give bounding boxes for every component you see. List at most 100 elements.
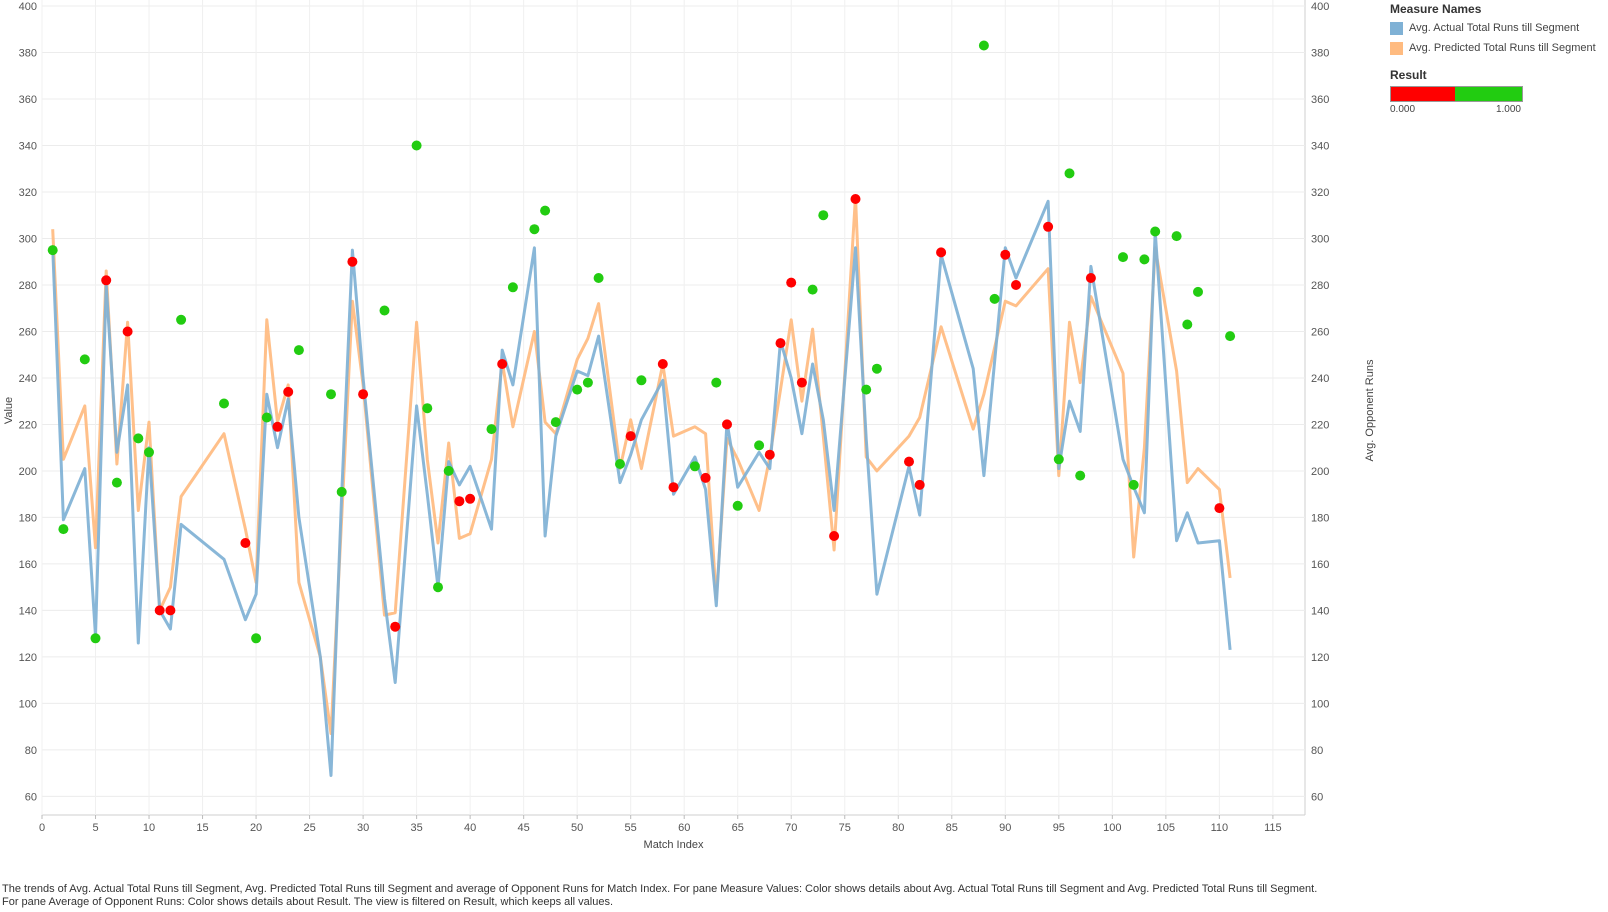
opponent-runs-point <box>1128 479 1139 490</box>
x-tick-label: 100 <box>1103 822 1121 834</box>
legend-label-predicted: Avg. Predicted Total Runs till Segment <box>1409 42 1596 54</box>
opponent-runs-point <box>1000 249 1011 260</box>
legend-item-actual[interactable]: Avg. Actual Total Runs till Segment <box>1390 18 1605 38</box>
opponent-runs-point <box>336 486 347 497</box>
y2-tick-label: 360 <box>1311 94 1329 106</box>
opponent-runs-point <box>240 538 251 548</box>
opponent-runs-point <box>668 482 679 493</box>
series-line-actual <box>51 199 1232 777</box>
opponent-runs-point <box>936 247 947 258</box>
y2-tick-label: 200 <box>1311 466 1329 478</box>
y-tick-label: 80 <box>25 745 37 757</box>
opponent-runs-point <box>507 282 518 293</box>
opponent-runs-point <box>1064 168 1075 179</box>
y2-tick-label: 160 <box>1311 559 1329 571</box>
x-tick-label: 5 <box>92 822 98 834</box>
x-tick-label: 45 <box>518 822 530 834</box>
opponent-runs-point <box>871 363 882 374</box>
y2-tick-label: 220 <box>1311 419 1329 431</box>
opponent-runs-point <box>1085 273 1096 283</box>
legend-swatch-predicted <box>1390 41 1403 55</box>
x-tick-label: 90 <box>999 822 1011 834</box>
opponent-runs-point <box>1193 286 1203 297</box>
opponent-runs-point <box>1214 503 1225 514</box>
opponent-runs-point <box>1171 231 1182 242</box>
opponent-runs-point <box>154 605 165 616</box>
y-tick-label: 380 <box>19 47 37 59</box>
y2-tick-label: 60 <box>1311 791 1323 803</box>
opponent-runs-point <box>786 277 797 288</box>
y-tick-label: 360 <box>19 94 37 106</box>
opponent-runs-point <box>572 384 583 395</box>
opponent-runs-point <box>90 633 101 644</box>
x-tick-label: 50 <box>571 822 583 834</box>
opponent-runs-point <box>1043 221 1054 232</box>
opponent-runs-point <box>540 205 551 216</box>
opponent-runs-point <box>465 493 476 504</box>
legend-swatch-actual <box>1390 21 1403 35</box>
opponent-runs-point <box>347 256 358 267</box>
opponent-runs-point <box>818 210 829 221</box>
opponent-runs-point <box>47 245 58 256</box>
y-tick-label: 320 <box>19 187 37 199</box>
opponent-runs-point <box>133 433 144 444</box>
x-tick-label: 40 <box>464 822 476 834</box>
x-tick-label: 65 <box>732 822 744 834</box>
x-tick-label: 15 <box>196 822 208 834</box>
y-tick-label: 340 <box>19 140 37 152</box>
opponent-runs-point <box>529 224 540 235</box>
result-ramp-low <box>1391 87 1455 101</box>
result-ramp-high <box>1455 87 1522 101</box>
y2-axis-title: Avg. Opponent Runs <box>1364 359 1376 461</box>
y2-tick-label: 240 <box>1311 373 1329 385</box>
y-tick-label: 220 <box>19 419 37 431</box>
combo-chart: 6080100120140160180200220240260280300320… <box>3 0 1376 851</box>
x-tick-label: 10 <box>143 822 155 834</box>
x-tick-label: 55 <box>625 822 637 834</box>
y-axis-left: 60 80 100 120 140 160 180 200 220 240 260 280 300 320… <box>19 1 37 803</box>
legend-label-actual: Avg. Actual Total Runs till Segment <box>1409 22 1580 34</box>
legend: Measure Names Avg. Actual Total Runs til… <box>1390 2 1605 115</box>
y2-tick-label: 80 <box>1311 745 1323 757</box>
x-tick-label: 20 <box>250 822 262 834</box>
opponent-runs-point <box>293 345 304 356</box>
opponent-runs-point <box>904 456 914 467</box>
opponent-runs-point <box>443 465 454 476</box>
legend-item-predicted[interactable]: Avg. Predicted Total Runs till Segment <box>1390 38 1605 58</box>
opponent-runs-point <box>700 472 711 483</box>
x-tick-label: 85 <box>946 822 958 834</box>
opponent-runs-point <box>914 479 925 490</box>
opponent-runs-point <box>615 459 625 469</box>
x-tick-label: 25 <box>303 822 315 834</box>
opponent-runs-point <box>1225 331 1236 342</box>
opponent-runs-point <box>1182 319 1193 330</box>
opponent-runs-point <box>1150 226 1161 237</box>
x-tick-label: 30 <box>357 822 369 834</box>
y2-tick-label: 340 <box>1311 140 1329 152</box>
opponent-runs-point <box>689 461 700 472</box>
opponent-runs-point <box>122 326 133 337</box>
result-ramp-labels: 0.000 1.000 <box>1390 104 1521 115</box>
y-tick-label: 120 <box>19 652 37 664</box>
y-tick-label: 400 <box>19 1 37 13</box>
opponent-runs-point <box>165 605 176 616</box>
opponent-runs-point <box>850 194 861 204</box>
opponent-runs-point <box>454 496 465 507</box>
opponent-runs-point <box>861 384 872 395</box>
opponent-runs-point <box>732 500 743 511</box>
y-axis-title: Value <box>3 397 15 424</box>
opponent-runs-point <box>1011 280 1021 290</box>
opponent-runs-point <box>283 386 294 397</box>
y2-tick-label: 280 <box>1311 280 1329 292</box>
y-tick-label: 300 <box>19 233 37 245</box>
y2-tick-label: 180 <box>1311 512 1329 524</box>
opponent-runs-point <box>379 305 390 316</box>
opponent-runs-point <box>711 377 722 388</box>
y-tick-label: 200 <box>19 466 37 478</box>
y-tick-label: 240 <box>19 373 37 385</box>
x-tick-label: 95 <box>1053 822 1065 834</box>
y-tick-label: 60 <box>25 791 37 803</box>
result-color-ramp[interactable] <box>1390 86 1523 102</box>
opponent-runs-point <box>764 449 775 460</box>
opponent-runs-points <box>47 40 1236 644</box>
